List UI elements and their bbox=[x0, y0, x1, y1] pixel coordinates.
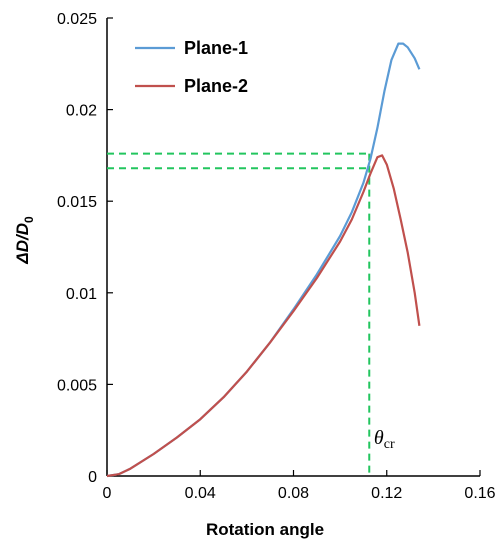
ticks: 0 0.005 0.01 0.015 0.02 0.025 0 0.04 0.08 0.12 0.1… bbox=[57, 11, 496, 502]
y-tick-label: 0.01 bbox=[66, 286, 97, 303]
y-tick-label: 0.015 bbox=[57, 194, 97, 211]
legend-label: Plane-2 bbox=[184, 76, 248, 96]
legend-label: Plane-1 bbox=[184, 38, 248, 58]
y-tick-label: 0.025 bbox=[57, 11, 97, 28]
theta-symbol: θ bbox=[374, 427, 384, 449]
y-axis-title-main: ΔD/D bbox=[13, 223, 32, 265]
x-tick-label: 0.12 bbox=[371, 485, 402, 502]
y-axis-title: ΔD/D0 bbox=[13, 216, 36, 265]
x-tick-label: 0.16 bbox=[464, 485, 495, 502]
reference-lines bbox=[107, 152, 371, 476]
x-tick-label: 0.08 bbox=[278, 485, 309, 502]
y-axis-title-sub: 0 bbox=[22, 216, 36, 223]
x-axis-title: Rotation angle bbox=[206, 520, 324, 539]
x-tick-label: 0 bbox=[103, 485, 112, 502]
x-tick-label: 0.04 bbox=[185, 485, 216, 502]
series-line-plane-1 bbox=[106, 42, 421, 478]
theta-cr-annotation: θcr bbox=[374, 427, 395, 452]
y-tick-label: 0.02 bbox=[66, 103, 97, 120]
y-tick-label: 0 bbox=[88, 469, 97, 486]
legend: Plane-1 Plane-2 bbox=[135, 38, 248, 96]
theta-subscript: cr bbox=[384, 437, 395, 452]
y-tick-label: 0.005 bbox=[57, 377, 97, 394]
series-line-plane-2 bbox=[106, 154, 421, 478]
series-layer bbox=[106, 42, 421, 478]
